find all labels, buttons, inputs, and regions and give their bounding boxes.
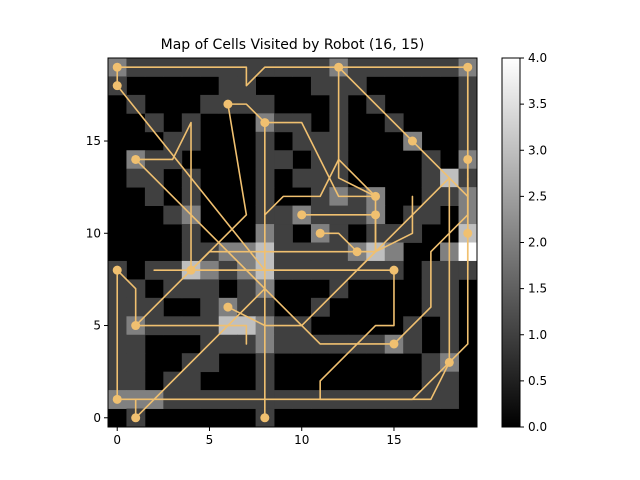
colorbar-gradient (501, 57, 521, 428)
heatmap-cell (440, 390, 459, 409)
y-tick-label: 10 (86, 226, 101, 240)
heatmap-cell (421, 168, 441, 188)
heatmap-cell (255, 94, 275, 114)
x-axis: 0 5 10 15 (113, 427, 402, 447)
robot-markers (112, 62, 473, 423)
path-marker (260, 413, 270, 423)
heatmap-cell (440, 371, 459, 391)
path-line (134, 103, 266, 419)
path-marker (371, 191, 381, 201)
heatmap-cell (181, 279, 201, 299)
heatmap-cell (292, 334, 312, 354)
path-marker (463, 154, 473, 164)
heatmap-cell (126, 353, 146, 373)
path-marker (223, 99, 233, 109)
x-tick-label: 15 (386, 433, 401, 447)
path-marker (131, 321, 141, 331)
colorbar-tick-label: 1.0 (528, 328, 547, 342)
heatmap-cell (200, 353, 220, 373)
path-marker (389, 265, 399, 275)
heatmap-cell (200, 297, 220, 317)
colorbar-ticks: 0.0 0.5 1.0 1.5 2.0 2.5 3.0 3.5 4.0 (520, 51, 547, 434)
y-tick-label: 15 (86, 134, 101, 148)
path-marker (112, 394, 122, 404)
path-marker (371, 210, 381, 220)
heatmap-cell (126, 168, 146, 188)
colorbar-tick-label: 0.5 (528, 374, 547, 388)
heatmap-cell (163, 131, 183, 151)
heatmap-cell (237, 279, 256, 299)
x-tick-label: 5 (206, 433, 214, 447)
heatmap-cell (126, 94, 146, 114)
colorbar-tick-label: 2.5 (528, 189, 547, 203)
path-marker (444, 357, 454, 367)
path-marker (131, 413, 141, 423)
heatmap-cell (403, 334, 423, 354)
heatmap-cell (144, 187, 164, 206)
colorbar-tick-label: 3.0 (528, 143, 547, 157)
heatmap-cell (274, 150, 293, 170)
x-tick-label: 10 (294, 433, 309, 447)
path-marker (334, 62, 344, 72)
y-axis: 0 5 10 15 (86, 134, 108, 425)
heatmap-cell (181, 371, 201, 391)
path-marker (463, 62, 473, 72)
path-marker (315, 228, 325, 238)
heatmap-cell (200, 94, 220, 114)
path-marker (112, 265, 122, 275)
heatmap-cell (274, 205, 293, 225)
heatmap-cell (292, 131, 312, 151)
path-marker (389, 339, 399, 349)
path-line (337, 66, 377, 198)
path-marker (352, 247, 362, 257)
heatmap-cell (163, 205, 183, 225)
heatmap-cell (126, 334, 146, 354)
heatmap-cell (421, 353, 441, 373)
path-marker (463, 228, 473, 238)
path-marker (131, 154, 141, 164)
path-marker (186, 265, 196, 275)
path-marker (297, 210, 307, 220)
path-marker (260, 118, 270, 128)
colorbar-tick-label: 1.5 (528, 282, 547, 296)
heatmap-cell (310, 168, 330, 188)
colorbar-tick-label: 0.0 (528, 420, 547, 434)
y-tick-label: 5 (93, 319, 101, 333)
colorbar-tick-label: 2.0 (528, 236, 547, 250)
path-marker (407, 136, 417, 146)
heatmap-cell (274, 224, 293, 243)
path-marker (112, 62, 122, 72)
plot-frame (107, 57, 478, 428)
heatmap-cell (144, 113, 164, 133)
chart-title: Map of Cells Visited by Robot (16, 15) (161, 37, 425, 53)
plot-area (107, 57, 478, 428)
heatmap-cell (274, 334, 293, 354)
heatmap-cell (200, 279, 220, 299)
y-tick-label: 0 (93, 411, 101, 425)
colorbar: 0.0 0.5 1.0 1.5 2.0 2.5 3.0 3.5 4.0 (501, 51, 547, 434)
heatmap-cell (421, 205, 441, 225)
path-line (264, 158, 377, 216)
heatmap-cell (310, 76, 330, 96)
heatmap-cell (218, 76, 238, 96)
heatmap-cell (292, 168, 312, 188)
path-line (300, 214, 377, 253)
path-marker (112, 81, 122, 91)
heatmap-cell (310, 131, 330, 151)
path-marker (223, 302, 233, 312)
path-line (134, 121, 451, 401)
colorbar-tick-label: 3.5 (528, 97, 547, 111)
heatmap-cell (384, 242, 404, 262)
x-tick-label: 0 (113, 433, 121, 447)
heatmap-cell (126, 371, 146, 391)
heatmap-cell (218, 334, 238, 354)
path-line (153, 195, 414, 271)
colorbar-tick-label: 4.0 (528, 51, 547, 65)
